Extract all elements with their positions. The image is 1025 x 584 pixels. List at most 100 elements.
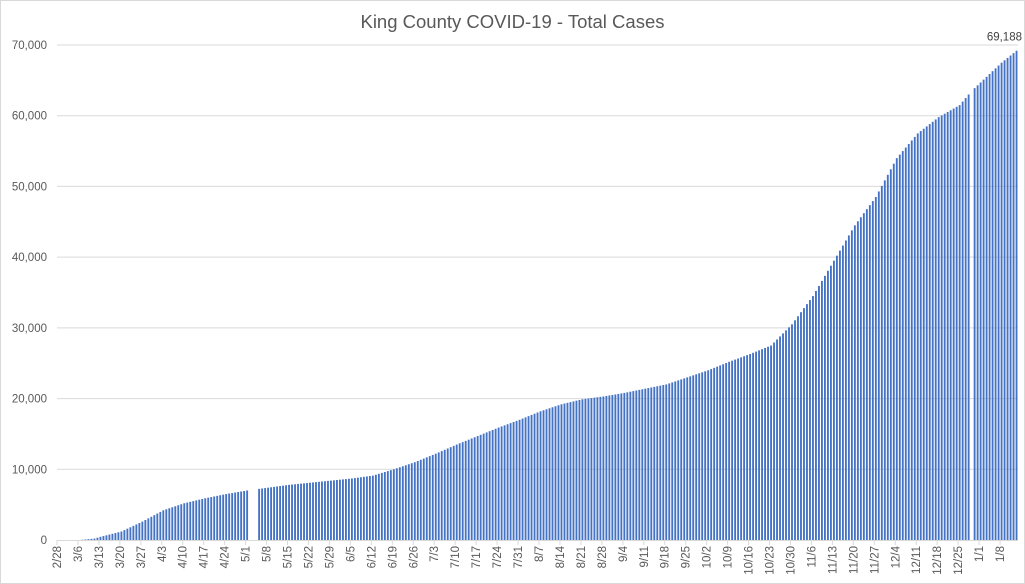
bar — [838, 250, 841, 540]
bar — [982, 79, 985, 541]
bar — [1012, 53, 1015, 540]
bar — [934, 119, 937, 540]
bar — [84, 539, 87, 540]
bar — [401, 466, 404, 540]
bar — [560, 404, 563, 540]
x-tick-label: 8/21 — [576, 546, 588, 568]
bar — [626, 392, 629, 540]
bar — [371, 475, 374, 540]
bar — [368, 476, 371, 540]
bar — [336, 479, 338, 540]
bar — [282, 485, 284, 540]
bar — [476, 436, 479, 540]
bar — [524, 417, 527, 540]
bar — [569, 402, 572, 540]
bar — [264, 488, 267, 540]
bar — [650, 387, 653, 540]
x-tick-label: 12/25 — [953, 546, 965, 575]
x-tick-label: 8/28 — [597, 546, 609, 568]
bar — [877, 191, 880, 541]
bar — [916, 133, 919, 540]
bar — [940, 115, 943, 540]
bar — [533, 413, 536, 540]
bar — [231, 493, 234, 540]
bar — [87, 539, 90, 540]
bar — [949, 110, 952, 540]
bar — [704, 371, 707, 540]
bar — [485, 432, 488, 540]
bar — [210, 497, 213, 540]
x-tick-label: 3/20 — [115, 546, 127, 568]
bar — [985, 76, 988, 540]
x-tick-label: 10/23 — [765, 546, 777, 575]
bar — [228, 493, 231, 540]
x-tick-label: 5/1 — [241, 546, 253, 562]
bar — [991, 71, 994, 540]
x-tick-label: 11/13 — [827, 546, 839, 574]
bar — [593, 397, 596, 540]
bar — [189, 501, 192, 540]
y-tick-label: 60,000 — [12, 111, 47, 123]
bar — [347, 478, 350, 540]
bar — [542, 410, 545, 540]
bar — [237, 492, 240, 540]
bar — [422, 458, 425, 540]
bar — [967, 94, 970, 540]
bar — [847, 235, 850, 541]
bar — [853, 225, 856, 540]
bar — [470, 438, 473, 540]
bar — [716, 366, 719, 540]
bar — [614, 394, 617, 540]
bar — [832, 260, 835, 540]
x-tick-label: 6/5 — [345, 546, 357, 562]
bar — [907, 144, 910, 540]
x-tick-label: 9/11 — [639, 546, 651, 568]
bar — [728, 361, 731, 540]
bar — [725, 363, 728, 540]
bar — [898, 154, 901, 541]
bar — [506, 424, 509, 540]
x-tick-label: 4/3 — [157, 546, 169, 562]
x-tick-label: 5/15 — [283, 546, 295, 568]
bar — [216, 495, 219, 540]
bar — [240, 491, 243, 540]
bar — [150, 516, 153, 540]
bar — [868, 205, 871, 540]
bar — [219, 495, 222, 540]
y-tick-label: 10,000 — [12, 464, 47, 476]
bar — [195, 500, 198, 540]
bar — [174, 506, 177, 540]
bar — [120, 531, 123, 540]
bar — [904, 147, 907, 541]
bar — [129, 527, 132, 540]
bar — [844, 240, 847, 540]
bar — [147, 518, 150, 540]
bar — [494, 428, 497, 540]
bar — [416, 461, 419, 540]
bar — [359, 477, 362, 540]
bar — [312, 482, 314, 540]
bar — [488, 431, 491, 540]
bar — [731, 360, 734, 540]
bar — [324, 481, 326, 540]
bar — [431, 454, 434, 540]
y-tick-label: 30,000 — [12, 323, 47, 335]
bar — [719, 365, 722, 540]
bar — [440, 451, 443, 540]
bar — [874, 197, 877, 541]
bar — [922, 128, 925, 540]
bar — [446, 448, 449, 540]
bar — [503, 425, 506, 540]
bar — [976, 85, 979, 540]
bar — [596, 397, 599, 540]
bar — [578, 399, 581, 540]
bar — [168, 508, 171, 540]
bar — [1003, 60, 1006, 540]
bar — [90, 538, 93, 540]
bar — [207, 497, 210, 540]
bar — [862, 213, 865, 540]
y-tick-label: 50,000 — [12, 181, 47, 193]
bar — [285, 485, 287, 540]
x-tick-label: 7/24 — [492, 545, 504, 568]
bar — [566, 402, 569, 540]
